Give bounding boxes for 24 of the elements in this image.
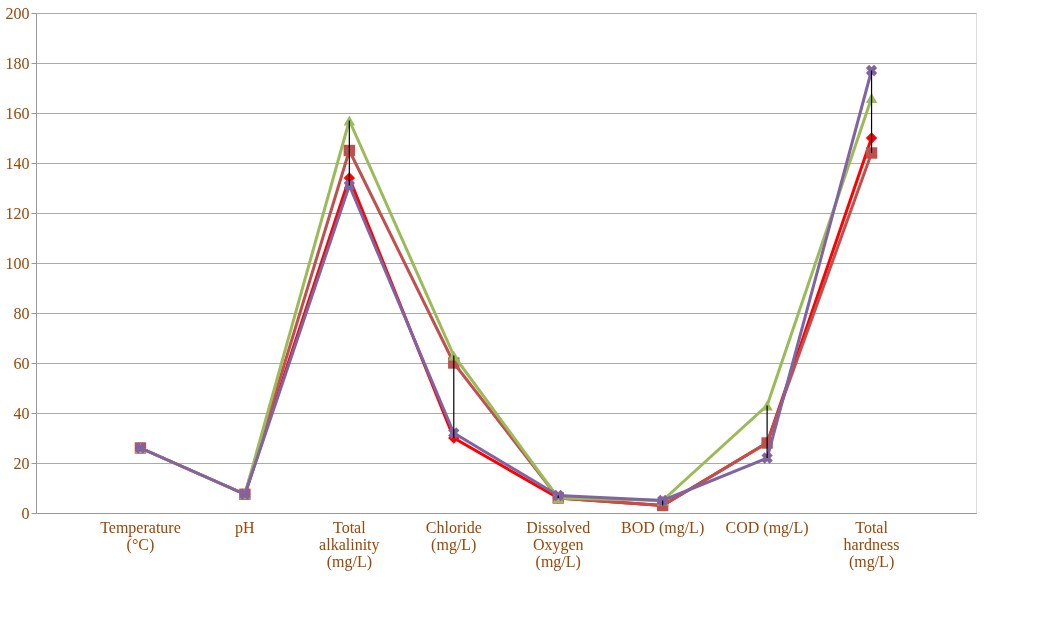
y-tick-label: 20 <box>13 454 30 472</box>
x-tick-label: BOD (mg/L) <box>621 518 705 537</box>
x-tick-label: Total alkalinity (mg/L) <box>319 518 380 571</box>
x-tick-label: COD (mg/L) <box>725 518 809 537</box>
x-tick-label: Dissolved Oxygen (mg/L) <box>526 518 591 571</box>
x-tick-label: pH <box>235 518 256 537</box>
point <box>761 452 773 464</box>
y-tick-label: 200 <box>5 4 30 22</box>
x-tick-label: Total hardness (mg/L) <box>843 518 900 571</box>
x-tick-label: Temperature (°C) <box>100 518 181 554</box>
x-tick-label: Chloride (mg/L) <box>425 518 482 554</box>
point <box>865 147 878 159</box>
y-tick-label: 160 <box>5 104 30 122</box>
y-tick-label: 60 <box>13 354 30 372</box>
y-tick-label: 40 <box>13 404 30 422</box>
y-tick-label: 100 <box>5 254 30 272</box>
point <box>343 179 355 192</box>
y-tick-label: 120 <box>5 204 30 222</box>
y-tick-label: 140 <box>5 154 30 172</box>
y-tick-label: 180 <box>5 54 30 72</box>
point <box>865 64 878 77</box>
y-tick-label: 80 <box>13 304 30 322</box>
point <box>448 427 460 439</box>
y-tick-label: 0 <box>21 504 30 522</box>
